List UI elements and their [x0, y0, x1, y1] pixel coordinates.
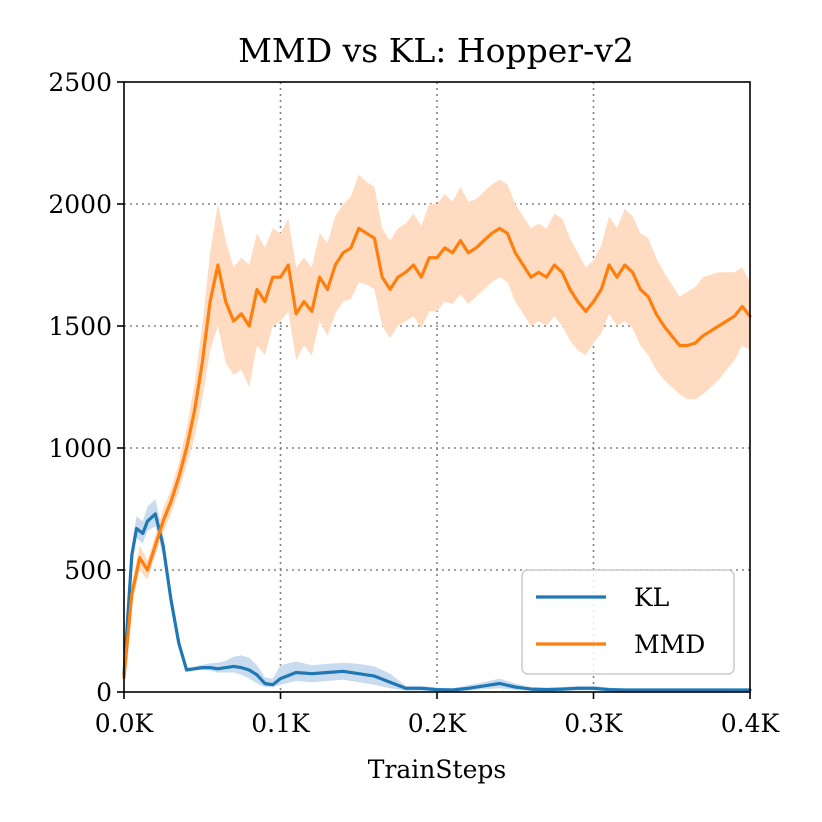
- y-tick-label: 500: [64, 556, 112, 585]
- y-tick-label: 1500: [48, 312, 112, 341]
- x-tick-label: 0.3K: [564, 709, 624, 738]
- x-tick-label: 0.0K: [95, 709, 155, 738]
- y-tick-label: 1000: [48, 434, 112, 463]
- y-tick-label: 2000: [48, 190, 112, 219]
- legend: KL MMD: [521, 569, 735, 675]
- x-axis-label: TrainSteps: [368, 755, 506, 784]
- chart-title: MMD vs KL: Hopper-v2: [238, 31, 634, 70]
- legend-mmd-label: MMD: [634, 630, 705, 659]
- kl-series-line: [122, 512, 752, 692]
- series-lines: [122, 226, 752, 692]
- mmd-series-line: [122, 226, 752, 680]
- y-tick-label: 2500: [48, 68, 112, 97]
- x-tick-label: 0.2K: [408, 709, 468, 738]
- y-tick-label: 0: [96, 678, 112, 707]
- axis-ticks: 0.0K 0.1K 0.2K 0.3K 0.4K 0 500 1000 1500 2000 2500: [48, 68, 780, 738]
- legend-kl-label: KL: [634, 583, 669, 612]
- x-tick-label: 0.4K: [721, 709, 781, 738]
- x-tick-label: 0.1K: [251, 709, 311, 738]
